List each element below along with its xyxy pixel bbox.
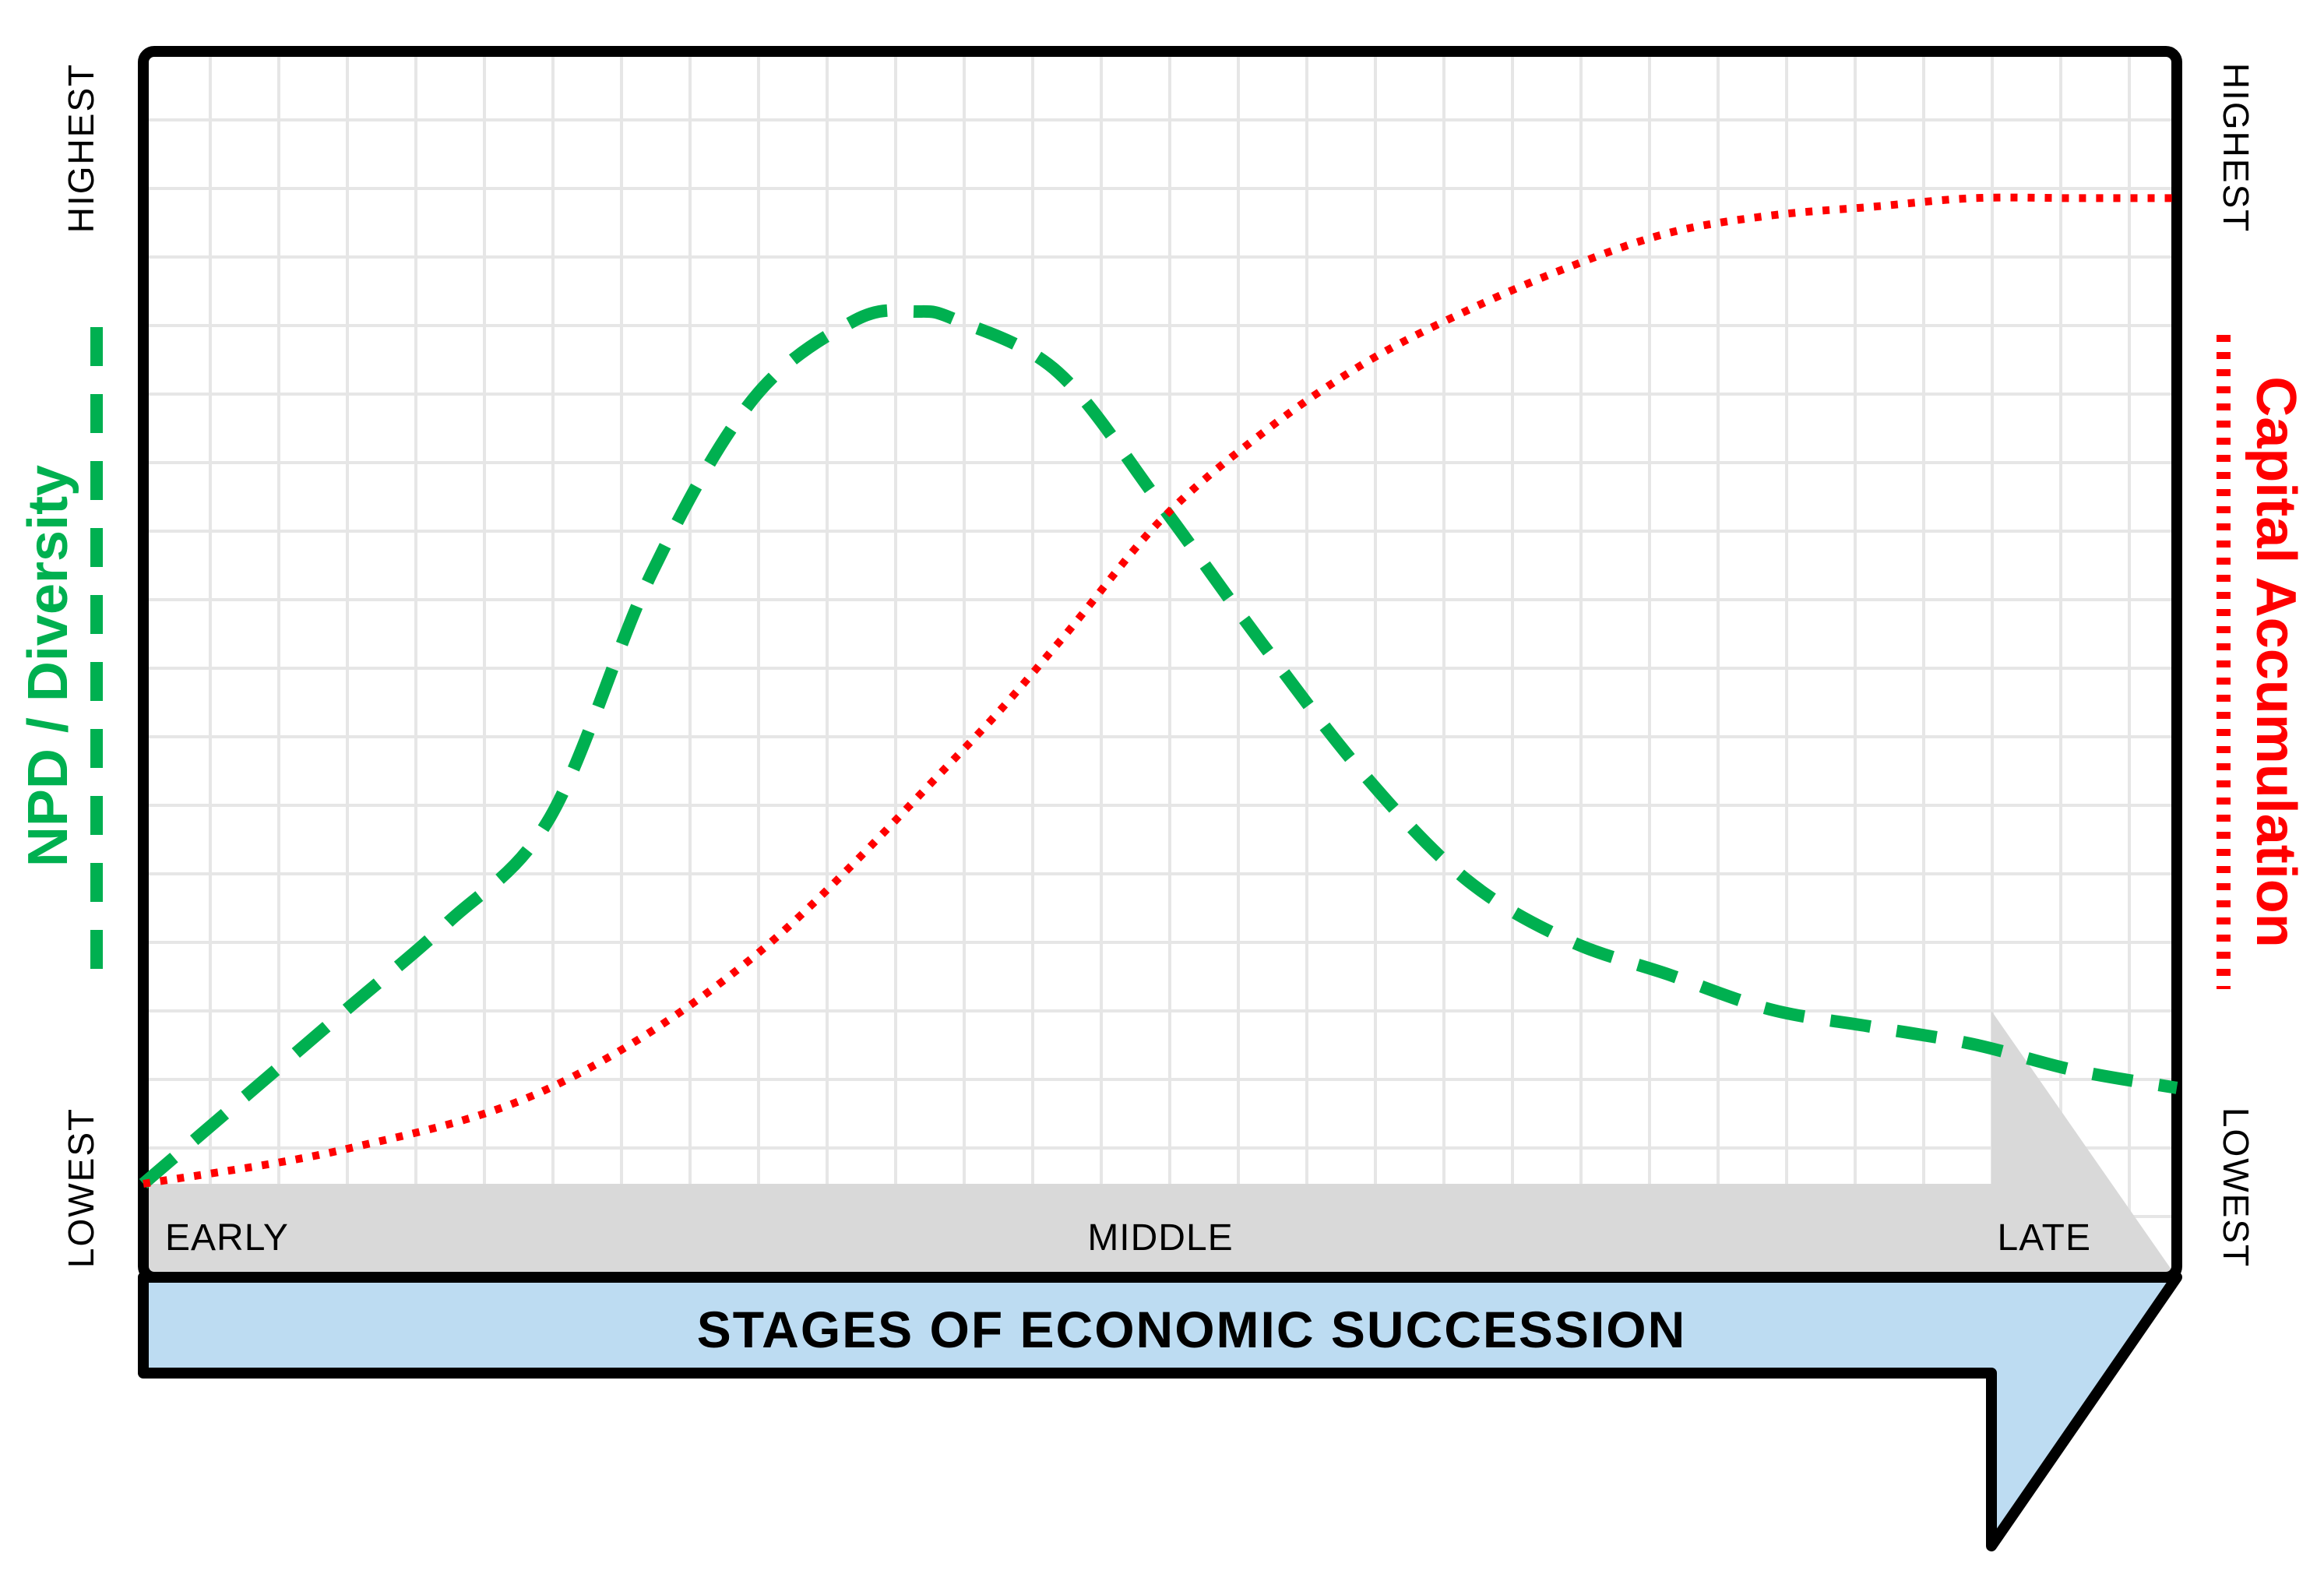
- stage-label-late: LATE: [1998, 1217, 2091, 1259]
- grid: [143, 51, 2177, 1277]
- legend-label-capital: Capital Accumulation: [2245, 376, 2307, 947]
- x-axis-title: STAGES OF ECONOMIC SUCCESSION: [697, 1301, 1687, 1358]
- plot-frame: [138, 46, 2182, 1283]
- right-axis-lowest: LOWEST: [2216, 1107, 2256, 1268]
- stage-label-middle: MIDDLE: [1087, 1217, 1233, 1259]
- stage-label-early: EARLY: [165, 1217, 289, 1259]
- right-axis-highest: HIGHEST: [2216, 63, 2256, 233]
- left-axis-lowest: LOWEST: [61, 1107, 101, 1268]
- series-line-npd-diversity: [139, 304, 2178, 1189]
- series-line-capital-accumulation: [143, 193, 2177, 1188]
- stages-blue-arrow: [138, 1272, 2182, 1551]
- stages-gray-arrow: [143, 1011, 2177, 1277]
- left-axis-highest: HIGHEST: [61, 63, 101, 233]
- series-layer: [139, 193, 2178, 1189]
- legend-label-npd: NPD / Diversity: [17, 465, 79, 867]
